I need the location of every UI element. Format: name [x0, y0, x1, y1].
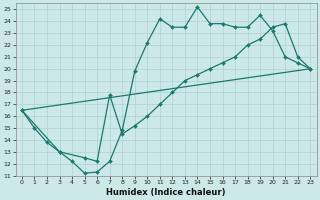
X-axis label: Humidex (Indice chaleur): Humidex (Indice chaleur) — [106, 188, 226, 197]
